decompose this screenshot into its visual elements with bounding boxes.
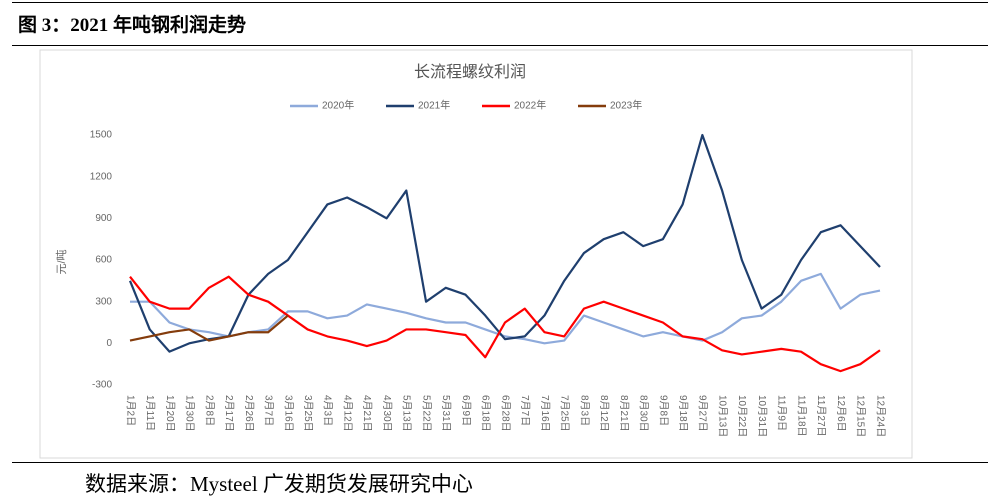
x-tick-label: 11月9日 (776, 395, 788, 431)
x-tick-label: 11月27日 (815, 395, 827, 437)
rule (12, 2, 988, 3)
x-tick-label: 6月9日 (460, 395, 472, 426)
y-tick-label: 900 (95, 213, 112, 224)
legend-label: 2020年 (322, 99, 354, 112)
x-tick-label: 7月25日 (559, 395, 571, 432)
legend-label: 2023年 (610, 99, 642, 112)
x-tick-label: 2月17日 (223, 395, 235, 432)
x-tick-label: 5月22日 (420, 395, 432, 432)
x-tick-label: 10月31日 (756, 395, 768, 437)
x-tick-label: 8月21日 (618, 395, 630, 432)
y-tick-label: 1500 (90, 130, 113, 141)
x-tick-label: 5月31日 (440, 395, 452, 432)
x-tick-label: 1月11日 (144, 395, 156, 431)
x-tick-label: 8月30日 (638, 395, 650, 432)
y-tick-label: 0 (106, 338, 112, 349)
y-tick-label: 600 (95, 255, 112, 266)
rule (12, 45, 988, 46)
y-axis-label: 元/吨 (55, 249, 68, 274)
x-tick-label: 9月27日 (697, 395, 709, 432)
x-tick-label: 2月26日 (243, 395, 255, 432)
x-tick-label: 11月18日 (795, 395, 807, 437)
x-tick-label: 12月24日 (874, 395, 886, 437)
chart-title: 长流程螺纹利润 (414, 63, 526, 81)
x-tick-label: 4月12日 (341, 395, 353, 432)
x-tick-label: 4月3日 (322, 395, 334, 426)
x-tick-label: 12月15日 (855, 395, 867, 437)
x-tick-label: 5月13日 (401, 395, 413, 432)
x-tick-label: 7月7日 (519, 395, 531, 426)
x-tick-label: 2月8日 (203, 395, 215, 426)
x-tick-label: 9月8日 (657, 395, 669, 426)
legend-label: 2021年 (418, 99, 450, 112)
figure-title: 图 3：2021 年吨钢利润走势 (18, 15, 247, 36)
legend-label: 2022年 (514, 99, 546, 112)
x-tick-label: 12月6日 (835, 395, 847, 432)
line (129, 275, 881, 373)
x-tick-label: 9月18日 (677, 395, 689, 432)
x-tick-label: 1月20日 (164, 395, 176, 432)
x-tick-label: 4月30日 (381, 395, 393, 432)
rule (12, 462, 988, 463)
x-tick-label: 4月21日 (361, 395, 373, 432)
y-tick-label: -300 (92, 380, 112, 391)
y-tick-label: 1200 (90, 171, 113, 182)
chart-frame (39, 49, 913, 459)
x-tick-label: 3月25日 (302, 395, 314, 432)
x-tick-label: 1月2日 (124, 395, 136, 426)
x-tick-label: 3月16日 (282, 395, 294, 432)
y-tick-label: 300 (95, 296, 112, 307)
x-tick-label: 6月18日 (480, 395, 492, 432)
x-tick-label: 7月16日 (539, 395, 551, 432)
line (128, 133, 881, 353)
line (129, 314, 289, 342)
x-tick-label: 6月28日 (499, 395, 511, 432)
x-tick-label: 1月30日 (184, 395, 196, 432)
x-tick-label: 8月3日 (578, 395, 590, 426)
source: 数据来源：Mysteel 广发期货发展研究中心 (85, 472, 473, 496)
x-tick-label: 8月12日 (598, 395, 610, 432)
x-tick-label: 3月7日 (263, 395, 275, 426)
x-tick-label: 10月22日 (736, 395, 748, 437)
x-tick-label: 10月13日 (716, 395, 728, 437)
